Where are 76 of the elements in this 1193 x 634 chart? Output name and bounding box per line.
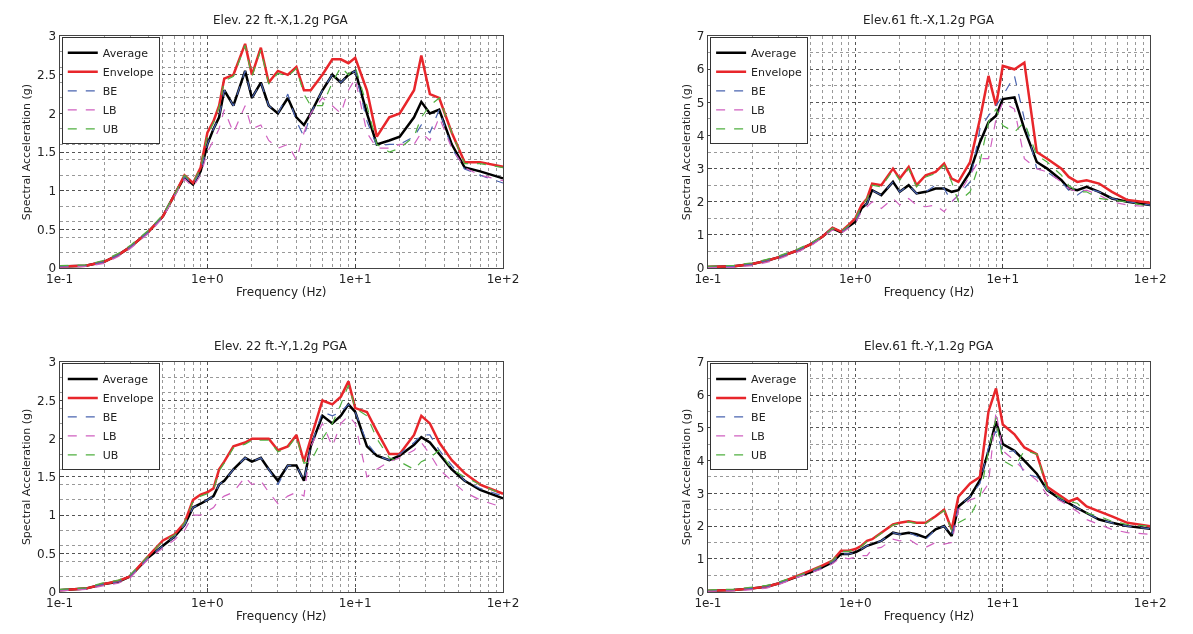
y-tick-label: 2.5 xyxy=(37,393,57,408)
y-tick-label: 1 xyxy=(48,183,57,198)
x-tick-label: 1e-1 xyxy=(694,272,722,287)
legend-label: UB xyxy=(102,449,119,463)
legend-label: LB xyxy=(751,430,765,444)
y-tick-label: 2.5 xyxy=(37,67,57,82)
legend-label: BE xyxy=(751,85,766,99)
legend-label: Average xyxy=(102,47,149,61)
x-tick-label: 1e-1 xyxy=(694,596,722,611)
x-tick-label: 1e+0 xyxy=(838,596,872,611)
legend-label: LB xyxy=(102,104,117,118)
legend-label: UB xyxy=(751,449,767,463)
y-axis-title: Spectral Acceleration (g) xyxy=(679,408,693,546)
y-tick-label: 0 xyxy=(48,584,57,599)
y-tick-label: 4 xyxy=(696,128,705,143)
chart-title: Elev. 22 ft.-Y,1.2g PGA xyxy=(214,339,348,353)
legend-label: LB xyxy=(102,430,117,444)
y-tick-label: 1 xyxy=(696,228,705,243)
y-tick-label: 7 xyxy=(696,355,705,370)
y-tick-label: 3 xyxy=(48,29,57,44)
legend-label: BE xyxy=(751,411,766,425)
legend-label: BE xyxy=(102,411,118,425)
y-tick-label: 6 xyxy=(696,62,705,77)
y-tick-label: 2 xyxy=(48,106,57,121)
legend-label: LB xyxy=(751,104,765,118)
x-tick-label: 1e+0 xyxy=(838,272,872,287)
x-axis-title: Frequency (Hz) xyxy=(236,285,327,300)
legend-label: Average xyxy=(102,373,149,387)
y-tick-label: 7 xyxy=(696,29,705,44)
x-tick-label: 1e+2 xyxy=(1133,596,1167,611)
legend-label: BE xyxy=(102,85,118,99)
y-tick-label: 6 xyxy=(696,388,705,403)
y-tick-label: 3 xyxy=(696,486,705,501)
y-tick-label: 3 xyxy=(48,355,57,370)
y-tick-label: 2 xyxy=(696,519,705,534)
x-tick-label: 1e+2 xyxy=(486,272,520,287)
chart-title: Elev.61 ft.-Y,1.2g PGA xyxy=(864,339,994,353)
legend-label: UB xyxy=(102,123,119,137)
y-tick-label: 2 xyxy=(48,431,57,446)
x-tick-label: 1e+1 xyxy=(986,596,1020,611)
x-axis-title: Frequency (Hz) xyxy=(883,285,975,300)
x-tick-label: 1e-1 xyxy=(46,272,74,287)
y-tick-label: 5 xyxy=(696,95,705,110)
legend-label: Average xyxy=(751,373,797,387)
x-tick-label: 1e+1 xyxy=(986,272,1020,287)
y-tick-label: 1 xyxy=(48,508,57,523)
x-tick-label: 1e+1 xyxy=(338,596,372,611)
y-axis-title: Spectral Acceleration (g) xyxy=(19,408,33,546)
y-tick-label: 1 xyxy=(696,552,705,567)
x-tick-label: 1e+0 xyxy=(191,596,224,611)
y-tick-label: 3 xyxy=(696,161,705,176)
x-tick-label: 1e+2 xyxy=(1133,272,1167,287)
legend-label: Envelope xyxy=(102,66,154,80)
chart-title: Elev. 22 ft.-X,1.2g PGA xyxy=(213,13,349,27)
legend-label: Average xyxy=(751,47,797,61)
legend-label: Envelope xyxy=(751,392,803,406)
legend-label: UB xyxy=(751,123,767,137)
y-tick-label: 0.5 xyxy=(37,222,57,237)
y-tick-label: 0.5 xyxy=(37,546,57,561)
legend-label: Envelope xyxy=(751,66,803,80)
y-tick-label: 0 xyxy=(696,584,705,599)
y-tick-label: 4 xyxy=(696,453,705,468)
chart-title: Elev.61 ft.-X,1.2g PGA xyxy=(863,13,995,27)
x-tick-label: 1e+0 xyxy=(191,272,224,287)
y-tick-label: 2 xyxy=(696,194,705,209)
x-axis-title: Frequency (Hz) xyxy=(236,608,327,623)
legend-label: Envelope xyxy=(102,392,154,406)
y-tick-label: 5 xyxy=(696,421,705,435)
x-tick-label: 1e-1 xyxy=(46,596,74,611)
x-tick-label: 1e+1 xyxy=(338,272,372,287)
y-tick-label: 1.5 xyxy=(37,470,57,485)
y-tick-label: 1.5 xyxy=(37,145,57,160)
y-axis-title: Spectral Acceleration (g) xyxy=(19,83,33,221)
y-axis-title: Spectral Acceleration (g) xyxy=(679,83,693,221)
x-tick-label: 1e+2 xyxy=(486,596,520,611)
x-axis-title: Frequency (Hz) xyxy=(883,608,975,623)
